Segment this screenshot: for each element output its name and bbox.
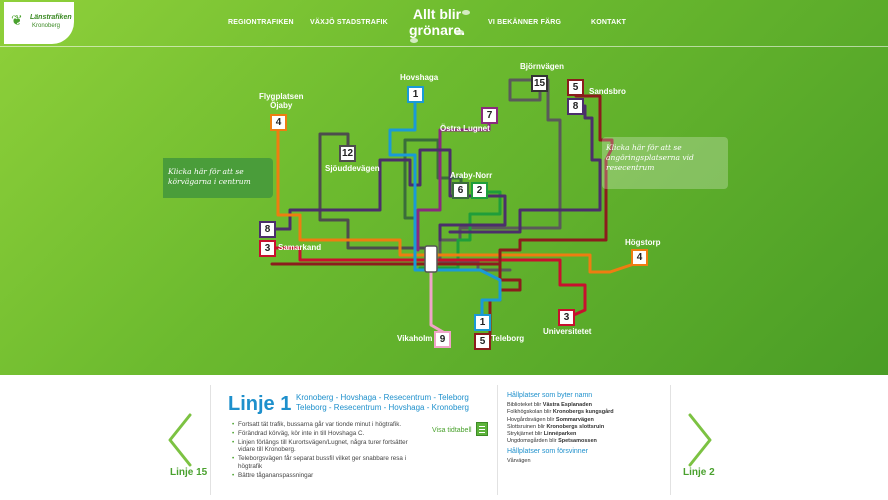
station-teleborg[interactable]: Teleborg bbox=[491, 334, 525, 343]
line-badge-5[interactable]: 5 bbox=[567, 79, 584, 96]
divider bbox=[210, 385, 211, 495]
show-timetable-link[interactable]: Visa tidtabell bbox=[432, 427, 472, 434]
nav-kontakt[interactable]: KONTAKT bbox=[591, 19, 627, 26]
station-sandsbro[interactable]: Sandsbro bbox=[589, 87, 626, 96]
station-bjornvagen[interactable]: Björnvägen bbox=[520, 62, 565, 71]
line-title: Linje 1 bbox=[228, 393, 292, 415]
slogan-line1: Allt blir bbox=[412, 6, 462, 22]
station-ostra-lugnet[interactable]: Östra Lugnet bbox=[440, 124, 490, 133]
station-universitetet[interactable]: Universitetet bbox=[543, 327, 592, 336]
tip-left-line1: Klicka här för att se bbox=[168, 167, 244, 176]
station-hogstorp[interactable]: Högstorp bbox=[625, 238, 661, 247]
station-flygplatsen-line1: Flygplatsen bbox=[259, 92, 304, 101]
list-item: Folkhögskolan blir Kronobergs kungsgård bbox=[507, 409, 614, 416]
station-hovshaga[interactable]: Hovshaga bbox=[400, 73, 439, 82]
tip-right-line1: Klicka här för att se bbox=[606, 143, 682, 152]
logo-subname: Kronoberg bbox=[32, 23, 61, 29]
line-badge-15[interactable]: 15 bbox=[531, 75, 548, 92]
divider bbox=[497, 385, 498, 495]
line-badge-8[interactable]: 8 bbox=[567, 98, 584, 115]
line-badge-3-bottom[interactable]: 3 bbox=[558, 309, 575, 326]
line-badge-9[interactable]: 9 bbox=[434, 331, 451, 348]
route-line-3 bbox=[270, 246, 587, 320]
list-item: Vårvägen bbox=[507, 458, 531, 464]
line-route-return: Teleborg - Resecentrum - Hovshaga - Kron… bbox=[296, 403, 469, 412]
line-badge-7[interactable]: 7 bbox=[481, 107, 498, 124]
list-item: Teleborgsvägen får separat bussfil vilke… bbox=[232, 455, 422, 471]
list-item: Ungdomsgården blir Spetsamossen bbox=[507, 438, 597, 445]
station-vikaholm[interactable]: Vikaholm bbox=[397, 334, 433, 343]
logo-name: Länstrafiken bbox=[30, 14, 72, 21]
list-item: Slottsruinen blir Kronobergs slottsruin bbox=[507, 423, 605, 430]
line-route-forward: Kronoberg - Hovshaga - Resecentrum - Tel… bbox=[296, 393, 469, 402]
route-line-15 bbox=[438, 78, 562, 272]
nav-vi-bekanner-farg[interactable]: VI BEKÄNNER FÄRG bbox=[488, 19, 562, 26]
route-map bbox=[270, 78, 642, 343]
line-badge-12[interactable]: 12 bbox=[339, 145, 356, 162]
prev-line-link[interactable]: Linje 15 bbox=[170, 467, 208, 478]
line-badge-1-bottom[interactable]: 1 bbox=[474, 314, 491, 331]
line-badge-8-left[interactable]: 8 bbox=[259, 221, 276, 238]
leaf-decoration-icon bbox=[410, 38, 418, 43]
renamed-stops-list: Biblioteket blir Västra Esplanaden Folkh… bbox=[507, 402, 614, 446]
removed-stops-heading: Hållplatser som försvinner bbox=[507, 448, 588, 455]
station-araby-norr[interactable]: Araby-Norr bbox=[450, 171, 493, 180]
line-info-panel: Linje 15 Linje 1 Kronoberg - Hovshaga - … bbox=[0, 375, 888, 500]
route-line-8 bbox=[270, 148, 507, 242]
tip-centrum-routes-text: Klicka här för att se körvägarna i centr… bbox=[168, 167, 251, 187]
line-badge-1[interactable]: 1 bbox=[407, 86, 424, 103]
top-navigation: ❦ Länstrafiken Kronoberg REGIONTRAFIKEN … bbox=[0, 0, 888, 47]
line-badge-5-bottom[interactable]: 5 bbox=[474, 333, 491, 350]
list-item: Strykjärnet blir Linnéparken bbox=[507, 431, 577, 438]
route-line-4 bbox=[276, 127, 642, 274]
tip-resecentrum-stops-text: Klicka här för att se angöringsplatserna… bbox=[606, 143, 694, 173]
line-badge-3[interactable]: 3 bbox=[259, 240, 276, 257]
list-item: Fortsatt tät trafik, bussarna går var ti… bbox=[232, 421, 422, 429]
removed-stops-list: Vårvägen bbox=[507, 458, 531, 465]
renamed-stops-heading: Hållplatser som byter namn bbox=[507, 392, 593, 399]
logo[interactable]: ❦ Länstrafiken Kronoberg bbox=[4, 2, 74, 44]
station-sjouddevagen[interactable]: Sjöuddevägen bbox=[325, 164, 380, 173]
route-line-8b bbox=[448, 104, 602, 234]
chevron-left-icon[interactable] bbox=[166, 413, 194, 467]
nav-regiontrafiken[interactable]: REGIONTRAFIKEN bbox=[228, 19, 294, 26]
tip-left-line2: körvägarna i centrum bbox=[168, 177, 251, 186]
tip-right-line3: resecentrum bbox=[606, 163, 655, 172]
tip-resecentrum-stops[interactable] bbox=[602, 137, 728, 189]
list-item: Förändrad körväg, kör inte in till Hovsh… bbox=[232, 430, 422, 438]
route-line-12 bbox=[318, 132, 433, 250]
route-line-7 bbox=[416, 116, 491, 252]
leaf-decoration-icon bbox=[456, 30, 464, 35]
map-area: ❦ Länstrafiken Kronoberg REGIONTRAFIKEN … bbox=[0, 0, 888, 375]
divider bbox=[670, 385, 671, 495]
line-badge-4-right[interactable]: 4 bbox=[631, 249, 648, 266]
list-item: Linjen förlängs till Kurortsvägen/Lugnet… bbox=[232, 439, 422, 455]
chevron-right-icon[interactable] bbox=[686, 413, 714, 467]
next-line-link[interactable]: Linje 2 bbox=[683, 467, 715, 478]
route-line-9 bbox=[429, 260, 445, 334]
line-badge-2[interactable]: 2 bbox=[471, 182, 488, 199]
list-item: Bättre tågananspassningar bbox=[232, 472, 422, 480]
route-line-6 bbox=[403, 138, 463, 220]
station-samarkand[interactable]: Samarkand bbox=[278, 243, 322, 252]
route-line-1 bbox=[388, 100, 502, 322]
timetable-icon[interactable] bbox=[476, 422, 488, 436]
list-item: Hovgårdsvägen blir Sommarvägen bbox=[507, 416, 594, 423]
slogan: Allt blir grönare. bbox=[402, 6, 472, 38]
list-item: Biblioteket blir Västra Esplanaden bbox=[507, 402, 592, 408]
station-flygplatsen-line2: Öjaby bbox=[270, 101, 293, 110]
nav-vaxjo-stadstrafik[interactable]: VÄXJÖ STADSTRAFIK bbox=[310, 19, 388, 26]
leaf-logo-icon: ❦ bbox=[11, 12, 23, 28]
line-changes-list: Fortsatt tät trafik, bussarna går var ti… bbox=[232, 421, 422, 481]
slogan-line2: grönare. bbox=[408, 22, 465, 38]
leaf-decoration-icon bbox=[462, 10, 470, 15]
line-badge-4[interactable]: 4 bbox=[270, 114, 287, 131]
resecentrum-marker[interactable] bbox=[424, 245, 438, 273]
tip-centrum-routes[interactable] bbox=[163, 158, 273, 198]
tip-right-line2: angöringsplatserna vid bbox=[606, 153, 694, 162]
line-badge-6[interactable]: 6 bbox=[452, 182, 469, 199]
route-line-5b bbox=[270, 262, 522, 292]
station-flygplatsen[interactable]: Flygplatsen Öjaby bbox=[259, 92, 303, 110]
